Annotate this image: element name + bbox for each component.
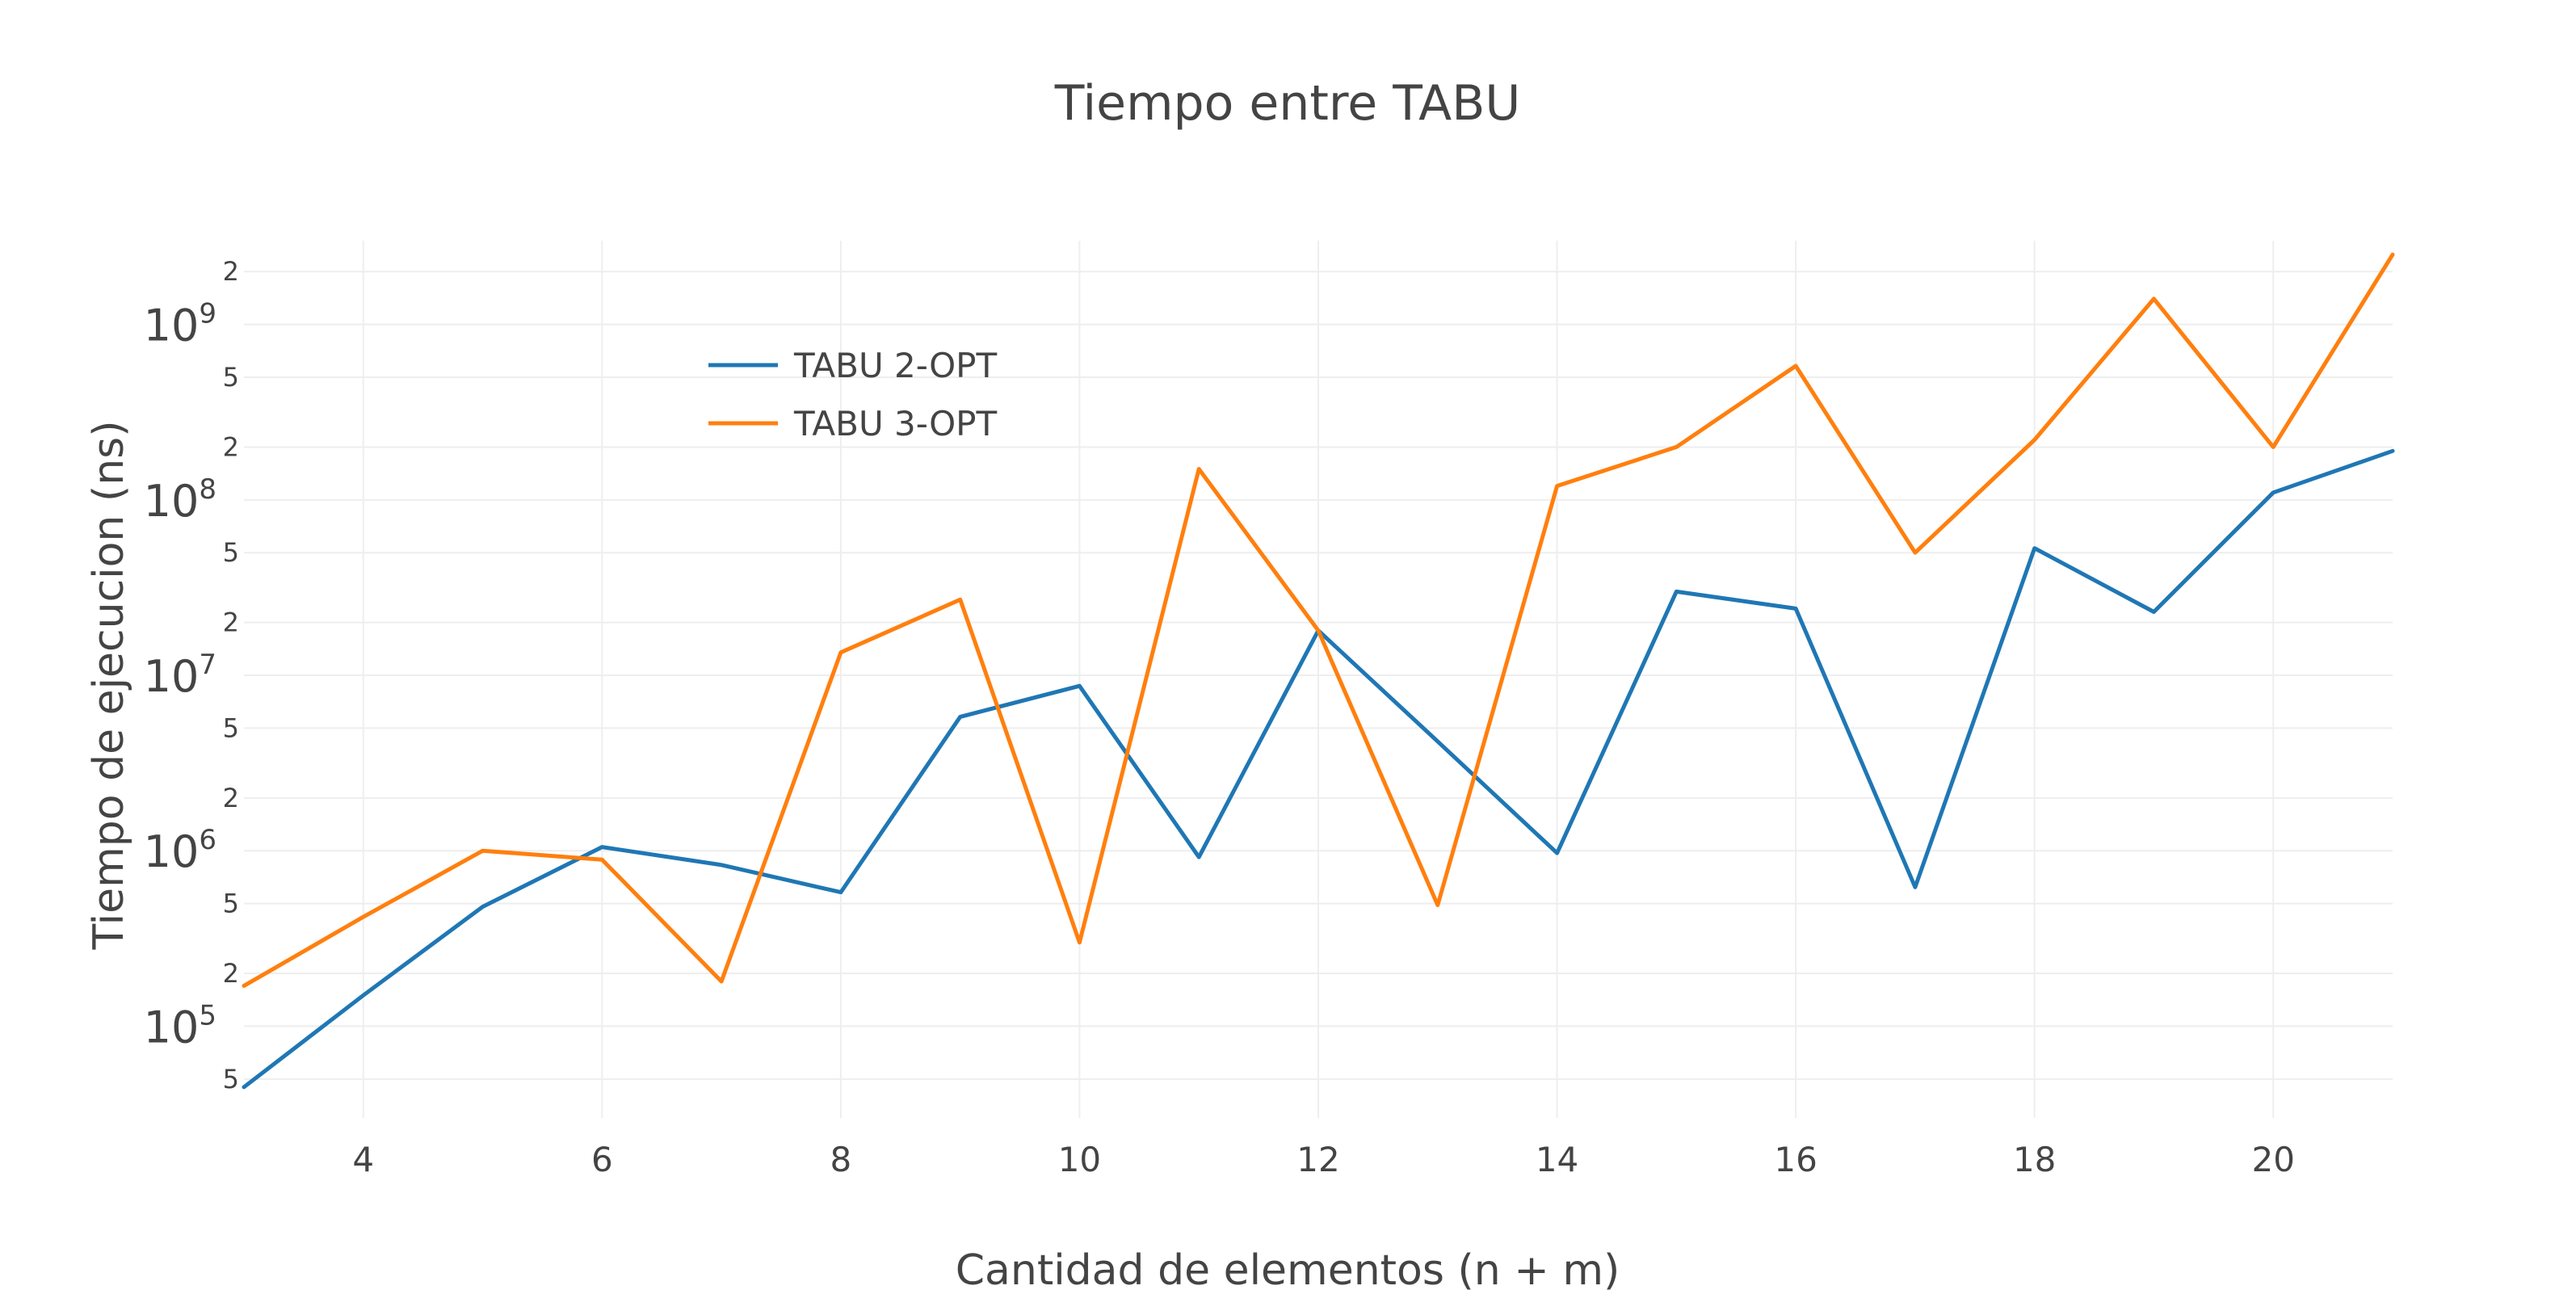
x-tick-label: 18 (2013, 1140, 2056, 1179)
y-minor-tick-label: 5 (223, 362, 239, 393)
y-minor-tick-label: 2 (223, 256, 239, 287)
y-tick-label: 106 (144, 824, 216, 877)
y-axis-title: Tiempo de ejecucion (ns) (85, 420, 133, 950)
y-minor-tick-label: 5 (223, 889, 239, 919)
x-axis-ticks: 4 6 8 10 12 14 16 18 20 (352, 1140, 2295, 1179)
x-tick-label: 8 (830, 1140, 852, 1179)
chart-title: Tiempo entre TABU (1054, 75, 1521, 132)
legend-label[interactable]: TABU 3-OPT (793, 404, 997, 443)
legend-label[interactable]: TABU 2-OPT (793, 346, 997, 385)
y-minor-tick-label: 5 (223, 712, 239, 743)
x-axis-title: Cantidad de elementos (n + m) (956, 1246, 1620, 1295)
x-tick-label: 6 (591, 1140, 613, 1179)
y-tick-label: 105 (144, 999, 216, 1053)
y-minor-tick-label: 2 (223, 431, 239, 462)
x-tick-label: 14 (1536, 1140, 1578, 1179)
y-minor-tick-label: 2 (223, 783, 239, 813)
y-tick-label: 107 (144, 649, 216, 702)
series-line-2 (242, 252, 2395, 988)
x-tick-label: 20 (2251, 1140, 2294, 1179)
x-tick-label: 4 (352, 1140, 374, 1179)
y-tick-label: 109 (144, 298, 216, 351)
x-tick-label: 16 (1774, 1140, 1817, 1179)
y-tick-label: 108 (144, 473, 216, 527)
plot-series (242, 252, 2395, 1090)
y-minor-tick-label: 2 (223, 958, 239, 989)
grid (244, 241, 2393, 1118)
y-minor-tick-label: 2 (223, 607, 239, 638)
x-tick-label: 12 (1296, 1140, 1339, 1179)
y-minor-tick-label: 5 (223, 1064, 239, 1095)
x-tick-label: 10 (1058, 1140, 1101, 1179)
y-minor-tick-label: 5 (223, 537, 239, 568)
legend[interactable]: TABU 2-OPT TABU 3-OPT (708, 346, 997, 443)
